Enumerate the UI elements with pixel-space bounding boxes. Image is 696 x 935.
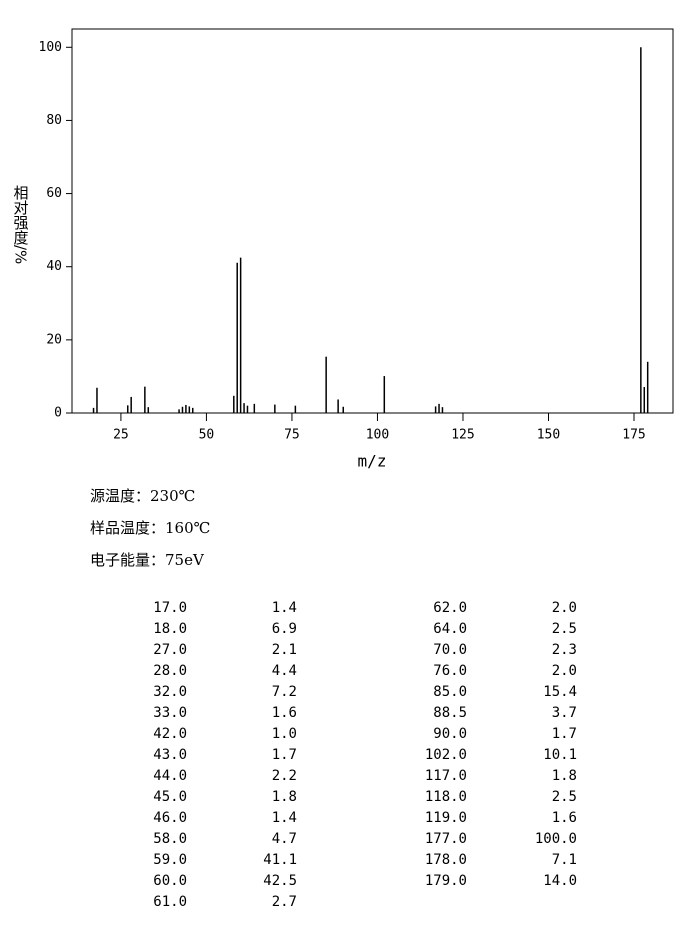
table-intensity: 4.4: [272, 663, 297, 679]
table-intensity: 4.7: [272, 831, 297, 847]
table-mz: 102.0: [425, 747, 467, 763]
table-intensity: 2.5: [552, 621, 577, 637]
x-tick-label: 50: [199, 428, 215, 443]
table-mz: 64.0: [433, 621, 467, 637]
table-mz: 88.5: [433, 705, 467, 721]
y-tick-label: 100: [39, 40, 62, 55]
table-mz: 117.0: [425, 768, 467, 784]
note: 源温度：230℃: [90, 487, 195, 505]
table-intensity: 41.1: [263, 852, 297, 868]
table-intensity: 2.7: [272, 894, 297, 910]
table-mz: 179.0: [425, 873, 467, 889]
table-mz: 85.0: [433, 684, 467, 700]
table-intensity: 1.7: [272, 747, 297, 763]
table-mz: 61.0: [153, 894, 187, 910]
note: 电子能量：75eV: [90, 551, 205, 569]
table-intensity: 2.0: [552, 663, 577, 679]
table-intensity: 6.9: [272, 621, 297, 637]
x-tick-label: 150: [537, 428, 560, 443]
x-tick-label: 125: [451, 428, 474, 443]
table-intensity: 3.7: [552, 705, 577, 721]
table-mz: 177.0: [425, 831, 467, 847]
table-mz: 28.0: [153, 663, 187, 679]
table-mz: 119.0: [425, 810, 467, 826]
y-tick-label: 0: [54, 406, 62, 421]
table-intensity: 2.0: [552, 600, 577, 616]
x-tick-label: 100: [366, 428, 389, 443]
table-mz: 17.0: [153, 600, 187, 616]
x-tick-label: 75: [284, 428, 300, 443]
table-mz: 45.0: [153, 789, 187, 805]
table-intensity: 1.8: [272, 789, 297, 805]
table-intensity: 1.4: [272, 810, 297, 826]
table-intensity: 1.6: [272, 705, 297, 721]
table-intensity: 10.1: [543, 747, 577, 763]
y-tick-label: 40: [46, 259, 62, 274]
table-intensity: 2.3: [552, 642, 577, 658]
table-mz: 118.0: [425, 789, 467, 805]
table-mz: 33.0: [153, 705, 187, 721]
table-mz: 76.0: [433, 663, 467, 679]
y-tick-label: 80: [46, 113, 62, 128]
y-tick-label: 60: [46, 186, 62, 201]
table-intensity: 1.6: [552, 810, 577, 826]
table-mz: 42.0: [153, 726, 187, 742]
table-mz: 58.0: [153, 831, 187, 847]
table-intensity: 42.5: [263, 873, 297, 889]
table-intensity: 1.0: [272, 726, 297, 742]
table-intensity: 7.1: [552, 852, 577, 868]
table-mz: 70.0: [433, 642, 467, 658]
x-tick-label: 175: [622, 428, 645, 443]
table-mz: 60.0: [153, 873, 187, 889]
table-intensity: 14.0: [543, 873, 577, 889]
table-mz: 43.0: [153, 747, 187, 763]
x-tick-label: 25: [113, 428, 129, 443]
table-intensity: 1.7: [552, 726, 577, 742]
table-mz: 27.0: [153, 642, 187, 658]
table-intensity: 2.1: [272, 642, 297, 658]
table-intensity: 7.2: [272, 684, 297, 700]
table-mz: 32.0: [153, 684, 187, 700]
table-mz: 18.0: [153, 621, 187, 637]
table-mz: 46.0: [153, 810, 187, 826]
table-intensity: 1.4: [272, 600, 297, 616]
table-intensity: 2.2: [272, 768, 297, 784]
table-mz: 44.0: [153, 768, 187, 784]
y-axis-label: 相对强度/%: [12, 185, 30, 264]
x-axis-label: m/z: [358, 452, 387, 471]
table-mz: 90.0: [433, 726, 467, 742]
plot-frame: [71, 28, 674, 414]
table-intensity: 15.4: [543, 684, 577, 700]
table-intensity: 100.0: [535, 831, 577, 847]
note: 样品温度：160℃: [90, 519, 210, 537]
y-tick-label: 20: [46, 332, 62, 347]
table-intensity: 2.5: [552, 789, 577, 805]
table-mz: 178.0: [425, 852, 467, 868]
table-mz: 59.0: [153, 852, 187, 868]
table-intensity: 1.8: [552, 768, 577, 784]
table-mz: 62.0: [433, 600, 467, 616]
